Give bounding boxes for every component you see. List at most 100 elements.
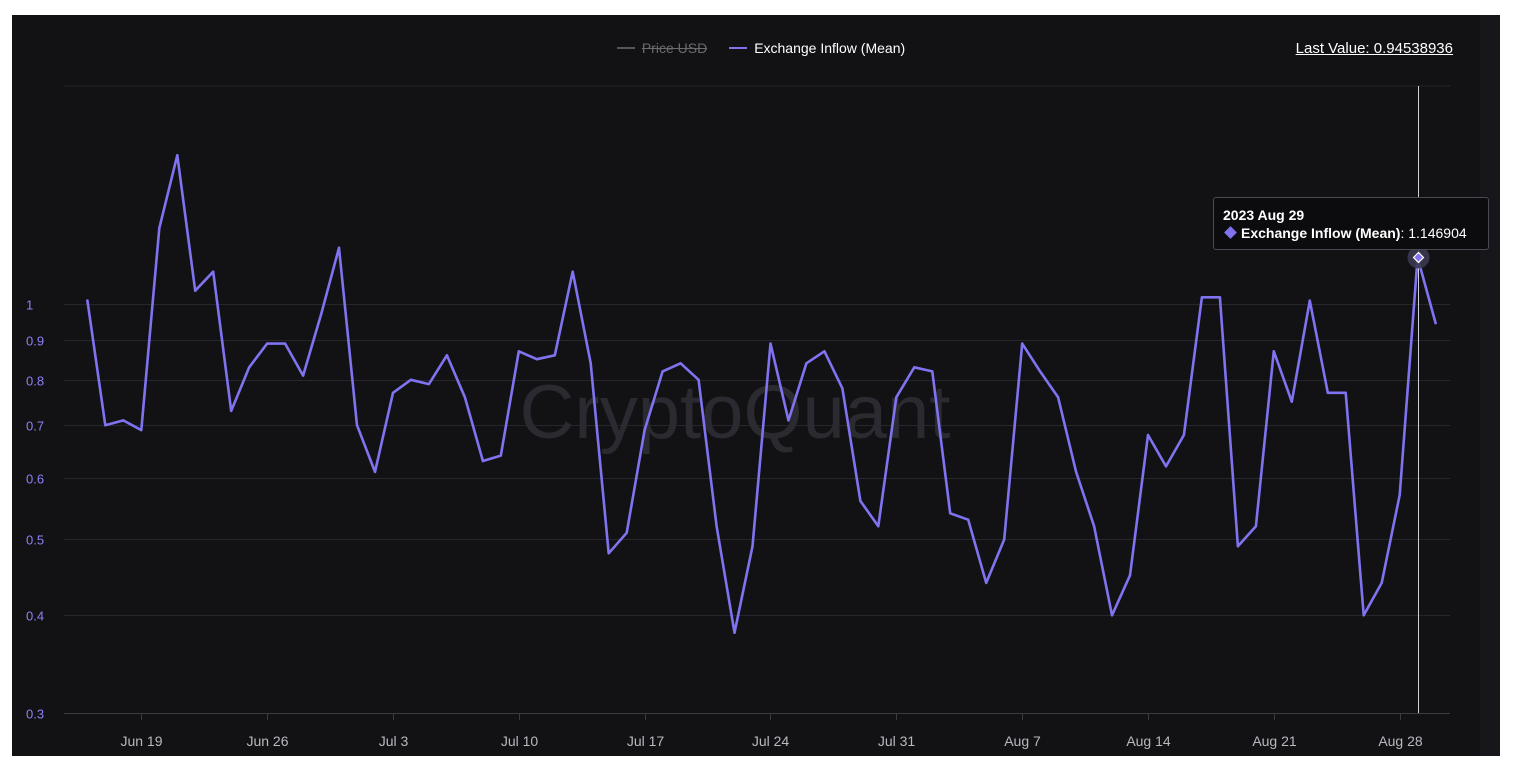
data-point[interactable]: [1272, 350, 1276, 353]
data-point[interactable]: [1200, 296, 1204, 299]
data-point[interactable]: [1380, 581, 1383, 585]
data-point[interactable]: [122, 419, 125, 422]
data-point[interactable]: [1128, 574, 1132, 577]
data-point[interactable]: [1146, 433, 1150, 437]
data-point[interactable]: [1021, 342, 1024, 345]
data-point[interactable]: [877, 525, 880, 528]
x-tick-label: Jun 19: [120, 733, 162, 749]
data-point[interactable]: [176, 154, 179, 157]
watermark-text: CryptoQuant: [520, 370, 951, 455]
data-point[interactable]: [463, 396, 467, 399]
data-point[interactable]: [158, 227, 161, 230]
data-point[interactable]: [985, 581, 988, 585]
data-point[interactable]: [805, 362, 808, 365]
data-point[interactable]: [535, 358, 538, 361]
data-point[interactable]: [1038, 370, 1042, 373]
data-point[interactable]: [104, 424, 107, 427]
data-point[interactable]: [1056, 396, 1060, 399]
data-point[interactable]: [1003, 538, 1006, 541]
data-point[interactable]: [301, 374, 305, 377]
data-point[interactable]: [445, 354, 449, 357]
data-point[interactable]: [337, 246, 341, 249]
data-point[interactable]: [625, 531, 628, 534]
data-point[interactable]: [517, 350, 520, 353]
data-point[interactable]: [427, 382, 431, 386]
legend-item-price-usd[interactable]: Price USD: [616, 40, 707, 56]
data-point[interactable]: [769, 342, 772, 345]
data-point[interactable]: [607, 552, 610, 555]
data-point[interactable]: [1308, 299, 1312, 302]
data-point[interactable]: [751, 545, 754, 548]
last-value-text: Last Value: 0.94538936: [1295, 40, 1453, 57]
data-point[interactable]: [1164, 465, 1168, 468]
data-point[interactable]: [553, 354, 556, 357]
data-point[interactable]: [1218, 296, 1222, 299]
x-tick-label: Jun 26: [246, 733, 288, 749]
y-tick-label: 0.7: [26, 419, 44, 434]
diamond-icon: [1224, 226, 1237, 239]
data-point[interactable]: [1344, 391, 1347, 394]
data-point[interactable]: [715, 525, 718, 528]
data-point[interactable]: [1254, 525, 1258, 528]
series-line-exchange-inflow: [86, 153, 1437, 634]
y-tick-label: 0.9: [26, 334, 44, 349]
data-point[interactable]: [787, 419, 790, 422]
data-point[interactable]: [1110, 614, 1114, 617]
legend-item-exchange-inflow[interactable]: Exchange Inflow (Mean): [729, 40, 905, 56]
data-point[interactable]: [895, 396, 898, 399]
data-point[interactable]: [373, 470, 377, 474]
y-tick-label: 1: [26, 298, 33, 313]
data-point[interactable]: [1362, 614, 1365, 617]
tooltip-value: 1.146904: [1408, 225, 1467, 241]
data-point[interactable]: [409, 378, 413, 381]
data-point[interactable]: [1326, 391, 1330, 394]
data-point[interactable]: [967, 518, 970, 521]
x-tick-label: Jul 24: [752, 733, 790, 749]
data-point[interactable]: [931, 370, 934, 373]
data-point[interactable]: [140, 428, 143, 432]
data-point[interactable]: [841, 387, 844, 390]
y-tick-label: 0.6: [26, 472, 44, 487]
x-tick-label: Jul 17: [627, 733, 665, 749]
data-point[interactable]: [1434, 321, 1437, 325]
data-point[interactable]: [823, 350, 826, 353]
data-point[interactable]: [283, 342, 287, 345]
data-point[interactable]: [571, 270, 574, 273]
data-point[interactable]: [661, 370, 664, 373]
data-point[interactable]: [319, 313, 323, 316]
y-tick-label: 0.3: [26, 707, 44, 722]
tooltip: 2023 Aug 29 Exchange Inflow (Mean): 1.14…: [1213, 197, 1489, 250]
data-point[interactable]: [248, 366, 251, 369]
data-point[interactable]: [1236, 545, 1240, 548]
data-point[interactable]: [391, 391, 395, 394]
data-point[interactable]: [679, 362, 682, 365]
hover-marker: [1407, 246, 1430, 269]
data-point[interactable]: [1074, 470, 1078, 474]
data-point[interactable]: [697, 378, 700, 381]
data-point[interactable]: [1092, 525, 1096, 528]
data-point[interactable]: [194, 289, 197, 292]
data-point[interactable]: [733, 631, 736, 634]
chart-panel: [12, 15, 1500, 756]
tooltip-date: 2023 Aug 29: [1223, 207, 1305, 223]
data-point[interactable]: [589, 362, 592, 365]
last-value-link[interactable]: Last Value: 0.94538936: [1296, 40, 1453, 57]
data-point[interactable]: [1182, 433, 1186, 437]
data-point[interactable]: [265, 342, 269, 345]
data-point[interactable]: [859, 499, 862, 503]
data-point[interactable]: [212, 270, 215, 273]
data-point[interactable]: [643, 428, 646, 432]
tooltip-separator: :: [1400, 225, 1405, 241]
data-point[interactable]: [499, 454, 502, 457]
y-tick-label: 0.4: [26, 609, 44, 624]
legend-price-swatch: [616, 47, 635, 49]
data-point[interactable]: [481, 459, 485, 463]
data-point[interactable]: [355, 424, 359, 427]
data-point[interactable]: [86, 299, 89, 302]
data-point[interactable]: [913, 366, 916, 369]
data-point[interactable]: [1290, 400, 1294, 403]
data-point[interactable]: [1398, 493, 1401, 497]
data-point[interactable]: [949, 512, 952, 515]
data-point[interactable]: [230, 409, 233, 413]
